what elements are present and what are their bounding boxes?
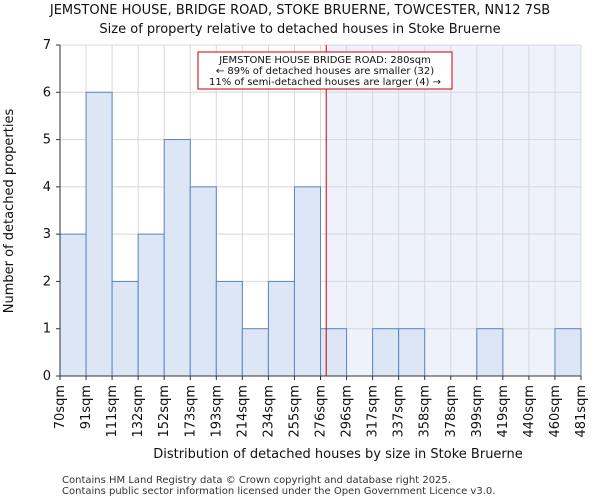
chart-subtitle: Size of property relative to detached ho… <box>99 22 500 37</box>
x-tick-label: 399sqm <box>470 385 485 438</box>
x-tick-label: 214sqm <box>235 385 250 438</box>
bar[interactable] <box>554 328 582 377</box>
bar[interactable] <box>293 186 322 377</box>
x-tick-label: 152sqm <box>157 385 172 438</box>
x-tick-label: 255sqm <box>287 385 302 438</box>
y-tick-label: 4 <box>43 180 51 195</box>
annotation-larger: 11% of semi-detached houses are larger (… <box>209 77 441 88</box>
y-tick-label: 1 <box>43 322 51 337</box>
y-tick-label: 7 <box>43 38 51 53</box>
x-tick-label: 193sqm <box>209 385 224 438</box>
bar[interactable] <box>372 328 400 377</box>
bar[interactable] <box>215 280 243 377</box>
x-tick-label: 481sqm <box>574 385 589 438</box>
y-tick-label: 5 <box>43 133 51 148</box>
plot-area: 0 1 2 3 4 5 6 7 70sqm 91sqm 111sqm 132sqm 152sqm 173s… <box>43 38 589 438</box>
x-tick-label: 358sqm <box>418 385 433 438</box>
footer-copyright: Contains HM Land Registry data © Crown c… <box>62 475 451 486</box>
x-axis-label: Distribution of detached houses by size … <box>153 447 523 462</box>
bar[interactable] <box>85 91 113 377</box>
y-tick-label: 6 <box>43 85 51 100</box>
x-tick-label: 234sqm <box>261 385 276 438</box>
bar[interactable] <box>137 233 165 377</box>
footer-licence: Contains public sector information licen… <box>62 486 495 497</box>
x-tick-label: 91sqm <box>79 385 94 429</box>
chart-title: JEMSTONE HOUSE, BRIDGE ROAD, STOKE BRUER… <box>49 3 550 18</box>
annotation-box <box>197 51 453 90</box>
bar[interactable] <box>476 328 504 377</box>
bar[interactable] <box>241 328 269 377</box>
annotation-title: JEMSTONE HOUSE BRIDGE ROAD: 280sqm <box>218 55 431 66</box>
x-tick-label: 378sqm <box>444 385 459 438</box>
y-tick-label: 3 <box>43 227 51 242</box>
x-tick-label: 317sqm <box>366 385 381 438</box>
y-tick-label: 2 <box>43 274 51 289</box>
annotation-smaller: ← 89% of detached houses are smaller (32… <box>216 66 434 77</box>
x-tick-label: 337sqm <box>392 385 407 438</box>
x-tick-label: 440sqm <box>522 385 537 438</box>
x-tick-label: 460sqm <box>548 385 563 438</box>
x-tick-label: 276sqm <box>314 385 329 438</box>
y-tick-label: 0 <box>43 369 51 384</box>
bar[interactable] <box>267 280 295 377</box>
x-tick-label: 419sqm <box>496 385 511 438</box>
bar[interactable] <box>111 280 139 377</box>
x-tick-label: 296sqm <box>340 385 355 438</box>
bar[interactable] <box>163 139 191 377</box>
y-axis-label: Number of detached properties <box>2 109 17 314</box>
bar[interactable] <box>320 328 348 377</box>
x-tick-label: 70sqm <box>53 385 68 429</box>
bar[interactable] <box>398 328 426 377</box>
x-tick-label: 173sqm <box>183 385 198 438</box>
highlight-region <box>326 45 581 376</box>
x-tick-label: 132sqm <box>131 385 146 438</box>
bar[interactable] <box>189 186 217 377</box>
bar[interactable] <box>59 233 87 377</box>
x-tick-label: 111sqm <box>105 385 120 438</box>
